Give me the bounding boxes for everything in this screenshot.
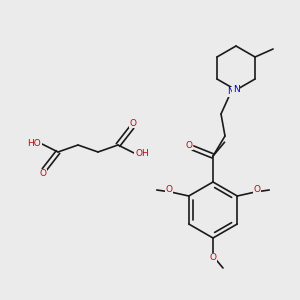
Text: O: O bbox=[165, 185, 172, 194]
Text: O: O bbox=[40, 169, 46, 178]
Text: N: N bbox=[232, 85, 239, 94]
Text: N: N bbox=[228, 88, 234, 97]
Text: O: O bbox=[185, 140, 193, 149]
Text: O: O bbox=[254, 185, 261, 194]
Text: OH: OH bbox=[135, 148, 149, 158]
Text: O: O bbox=[209, 254, 217, 262]
Text: HO: HO bbox=[27, 139, 41, 148]
Text: O: O bbox=[130, 118, 136, 127]
